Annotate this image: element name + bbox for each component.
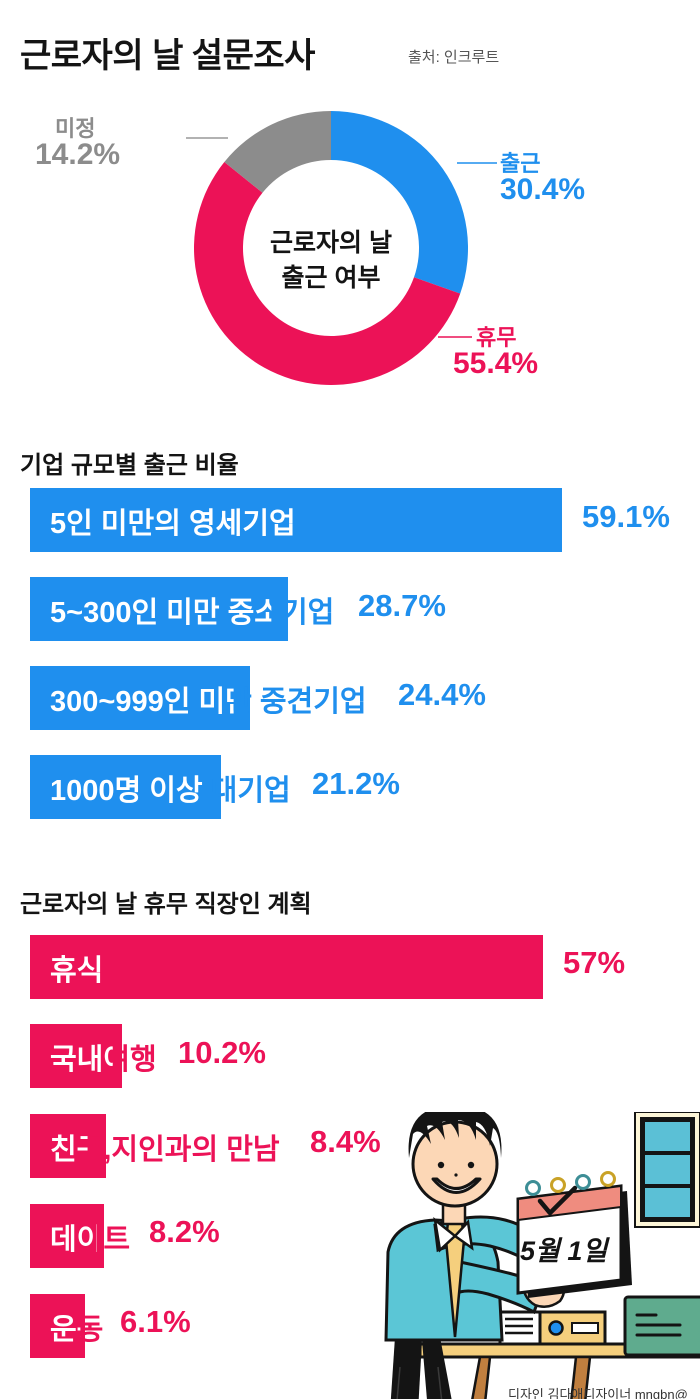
svg-text:디자인 김다애디자이너 mngbn@: 디자인 김다애디자이너 mngbn@ — [508, 1387, 688, 1399]
svg-text:5월 1일: 5월 1일 — [520, 1236, 610, 1266]
